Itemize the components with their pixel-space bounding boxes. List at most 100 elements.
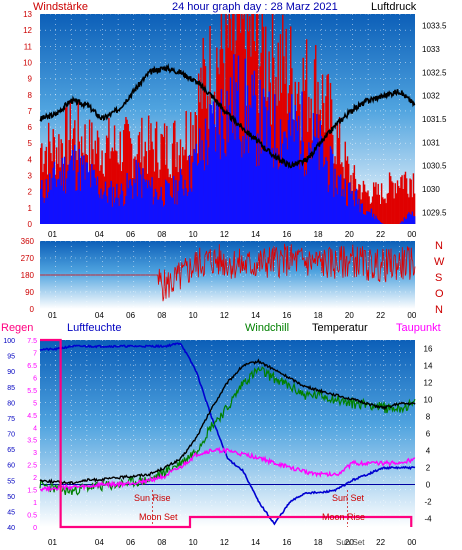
wind-gust-bar	[197, 73, 200, 224]
wind-speed-bar	[409, 214, 411, 224]
humidity-y-tick-label: 45	[7, 509, 15, 516]
wind-speed-bar	[211, 113, 214, 224]
x-tick-label: 18	[314, 311, 323, 320]
wind-gust-bar	[299, 104, 301, 224]
wind-speed-bar	[202, 159, 204, 224]
wind-gust-bar	[372, 182, 375, 224]
wind-speed-bar	[245, 139, 248, 224]
wind-speed-bar	[227, 142, 229, 224]
wind-speed-bar	[255, 166, 258, 224]
wind-gust-bar	[200, 67, 202, 224]
wind-speed-bar	[333, 197, 335, 224]
rain-y-tick-label: 0.5	[27, 513, 37, 520]
wind-speed-bar	[115, 197, 117, 224]
wind-speed-bar	[312, 113, 315, 224]
wind-gust-bar	[384, 198, 386, 224]
temperature-y-tick-label: 4	[426, 447, 431, 456]
wind-speed-bar	[280, 164, 283, 224]
wind-speed-bar	[359, 212, 361, 224]
wind-gust-bar	[327, 73, 329, 225]
wind-speed-bar	[259, 79, 261, 225]
x-tick-label: 22	[376, 230, 385, 239]
wind-speed-bar	[209, 104, 211, 224]
humidity-y-tick-label: 40	[7, 525, 15, 532]
wind-gust-bar	[136, 154, 139, 224]
rain-y-tick-label: 4.5	[27, 413, 37, 420]
wind-speed-bar	[91, 163, 93, 224]
wind-gust-bar	[243, 14, 245, 224]
temperature-y-tick-label: -2	[424, 498, 432, 507]
wind-speed-bar	[117, 197, 119, 224]
wind-speed-bar	[376, 218, 378, 224]
wind-gust-bar	[338, 117, 341, 224]
wind-speed-bar	[353, 206, 356, 224]
wind-speed-bar	[296, 130, 299, 224]
wind-speed-bar	[50, 189, 52, 224]
wind-speed-bar	[78, 148, 81, 224]
wind-gust-bar	[396, 180, 399, 224]
wind-speed-bar	[105, 195, 108, 224]
compass-label: N	[435, 240, 443, 252]
pressure-y-tick-label: 1033	[422, 45, 440, 54]
wind-speed-bar	[403, 217, 406, 224]
wind-gust-bar	[272, 57, 275, 224]
wind-speed-bar	[266, 146, 268, 224]
rain-series-line	[40, 338, 413, 529]
wind-speed-bar	[199, 128, 201, 224]
pressure-y-tick-label: 1029.5	[422, 208, 447, 217]
dewpoint-legend-label: Taupunkt	[396, 322, 441, 334]
wind-gust-bar	[44, 150, 46, 224]
wind-speed-bar	[295, 121, 298, 224]
wind-speed-bar	[107, 202, 109, 224]
wind-speed-bar	[186, 195, 189, 224]
wind-speed-bar	[200, 160, 202, 224]
temperature-y-tick-label: 10	[424, 396, 433, 405]
wind-axis-label: Windstärke	[33, 1, 88, 13]
wind-speed-bar	[127, 188, 129, 224]
wind-gust-bar	[219, 49, 221, 224]
wind-gust-bar	[234, 54, 236, 224]
wind-speed-bar	[327, 192, 329, 224]
wind-speed-bar	[40, 188, 42, 224]
wind-y-tick-label: 12	[23, 26, 32, 35]
wind-gust-bar	[84, 124, 86, 224]
wind-gust-bar	[382, 197, 384, 224]
wind-speed-bar	[93, 169, 95, 224]
wind-speed-bar	[207, 165, 209, 224]
humidity-y-tick-label: 70	[7, 432, 15, 439]
wind-speed-bar	[137, 162, 140, 224]
wind-speed-bar	[120, 183, 123, 224]
wind-speed-bar	[292, 119, 294, 224]
wind-speed-bar	[402, 222, 404, 224]
wind-gust-bar	[97, 137, 100, 224]
wind-speed-bar	[46, 197, 49, 224]
wind-speed-bar	[363, 214, 366, 224]
wind-speed-bar	[54, 178, 57, 224]
rain-y-tick-label: 2	[33, 475, 37, 482]
wind-speed-bar	[176, 204, 178, 224]
wind-gust-bar	[413, 193, 416, 224]
wind-gust-bar	[171, 143, 174, 224]
wind-speed-bar	[341, 196, 343, 224]
wind-speed-bar	[136, 196, 139, 224]
wind-speed-bar	[340, 174, 342, 224]
x-tick-label: 18	[314, 230, 323, 239]
wind-speed-bar	[337, 175, 340, 224]
wind-gust-bar	[260, 52, 262, 225]
wind-gust-bar	[407, 193, 409, 224]
wind-speed-bar	[108, 187, 110, 224]
x-tick-label: 08	[157, 230, 166, 239]
wind-speed-bar	[350, 193, 352, 224]
wind-speed-bar	[246, 85, 249, 225]
temperature-y-tick-label: 14	[424, 362, 433, 371]
wind-speed-bar	[357, 204, 359, 224]
wind-speed-bar	[205, 139, 208, 224]
wind-speed-bar	[349, 182, 351, 224]
wind-speed-bar	[358, 198, 360, 224]
wind-speed-bar	[275, 155, 277, 224]
wind-gust-bar	[154, 128, 157, 224]
wind-speed-bar	[222, 138, 225, 224]
wind-speed-bar	[204, 118, 207, 224]
wind-speed-bar	[171, 197, 174, 224]
